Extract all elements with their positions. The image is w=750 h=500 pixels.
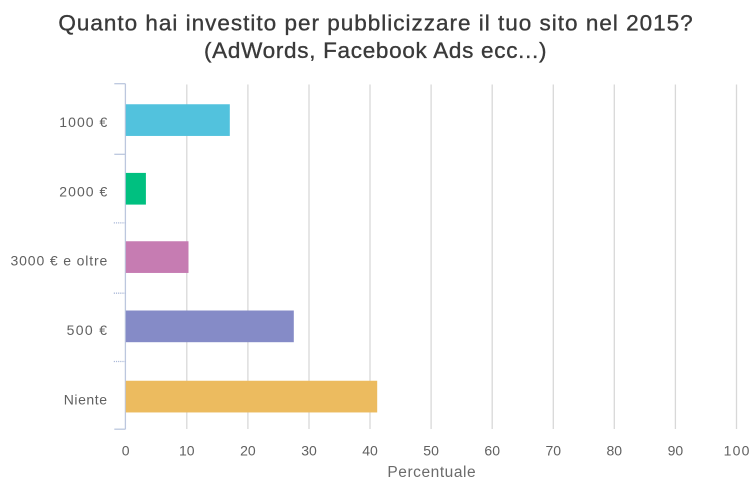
svg-text:20: 20 <box>240 442 256 458</box>
svg-text:Quanto hai investito per pubbl: Quanto hai investito per pubblicizzare i… <box>58 10 693 35</box>
svg-text:500 €: 500 € <box>67 322 109 338</box>
svg-text:10: 10 <box>179 442 195 458</box>
svg-text:90: 90 <box>668 442 684 458</box>
svg-text:2000 €: 2000 € <box>59 183 108 199</box>
svg-text:50: 50 <box>423 442 439 458</box>
svg-text:80: 80 <box>607 442 623 458</box>
svg-text:Percentuale: Percentuale <box>387 464 476 481</box>
svg-text:30: 30 <box>301 442 317 458</box>
svg-text:Niente: Niente <box>64 392 108 408</box>
svg-text:70: 70 <box>546 442 562 458</box>
svg-text:60: 60 <box>484 442 500 458</box>
svg-text:40: 40 <box>362 442 378 458</box>
svg-text:100: 100 <box>724 442 750 458</box>
svg-text:(AdWords, Facebook Ads ecc...): (AdWords, Facebook Ads ecc...) <box>204 38 547 63</box>
svg-text:0: 0 <box>122 442 130 458</box>
svg-text:1000 €: 1000 € <box>59 114 108 130</box>
svg-text:3000 € e oltre: 3000 € e oltre <box>11 252 109 268</box>
